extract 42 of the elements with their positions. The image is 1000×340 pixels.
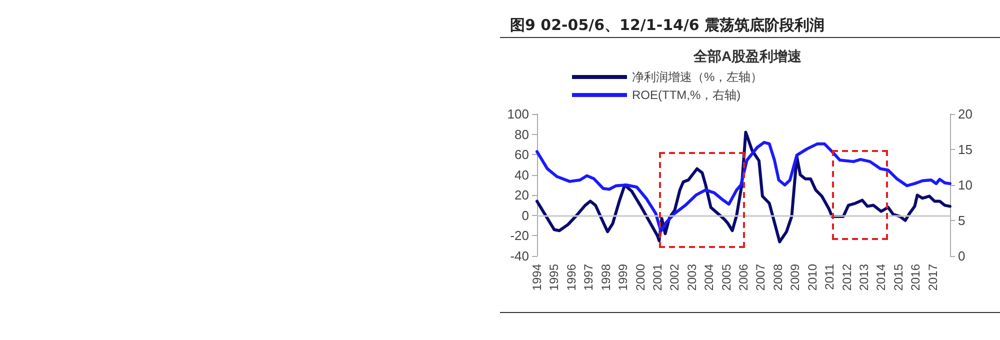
x-tick-label: 2012 <box>840 264 854 291</box>
x-tick-label: 2015 <box>891 264 906 291</box>
y-tick-label: 0 <box>522 208 529 223</box>
x-tick-label: 1995 <box>547 264 562 291</box>
x-tick-label: 2014 <box>874 264 888 291</box>
y-tick-label: 100 <box>507 106 529 122</box>
x-tick-label: 2013 <box>856 264 871 291</box>
x-tick-label: 2007 <box>754 264 768 291</box>
x-tick-label: 2000 <box>633 264 648 291</box>
x-tick-label: 1997 <box>582 264 596 291</box>
y2-tick-label: 15 <box>958 142 972 157</box>
x-tick-label: 2010 <box>805 264 820 291</box>
y2-tick-label: 5 <box>958 213 966 228</box>
x-tick-label: 2006 <box>736 264 750 291</box>
x-tick-label: 2003 <box>684 264 699 291</box>
x-tick-label: 2008 <box>770 264 785 291</box>
x-tick-label: 2005 <box>719 264 734 291</box>
chart-title: 图9 02-05/6、12/1-14/6 震荡筑底阶段利润 <box>500 12 1000 38</box>
legend-label: ROE(TTM,%，右轴) <box>632 88 741 102</box>
y2-tick-label: 20 <box>958 106 972 122</box>
x-tick-label: 2002 <box>668 264 682 291</box>
y-tick-label: -20 <box>510 228 529 244</box>
x-tick-label: 2016 <box>908 264 923 291</box>
y2-tick-label: 10 <box>958 178 972 192</box>
x-tick-label: 2001 <box>650 264 664 291</box>
x-tick-label: 1996 <box>564 264 578 291</box>
y-tick-label: -40 <box>510 248 529 264</box>
x-tick-label: 1998 <box>598 264 613 291</box>
line-series <box>536 140 952 233</box>
legend-label: 净利润增速（%，左轴） <box>632 70 763 84</box>
y-tick-label: 40 <box>514 167 529 182</box>
x-tick-label: 2017 <box>926 264 940 291</box>
y-tick-label: 80 <box>514 126 529 142</box>
y-tick-label: 20 <box>514 188 529 203</box>
x-tick-label: 2011 <box>822 264 837 290</box>
y2-tick-label: 0 <box>958 248 966 264</box>
x-tick-label: 2004 <box>702 264 716 291</box>
x-tick-label: 1999 <box>616 264 630 291</box>
chart-subtitle: 全部A股盈利增速 <box>692 48 803 64</box>
y-tick-label: 60 <box>514 147 529 162</box>
x-tick-label: 1994 <box>530 264 544 291</box>
x-tick-label: 2009 <box>788 264 802 291</box>
